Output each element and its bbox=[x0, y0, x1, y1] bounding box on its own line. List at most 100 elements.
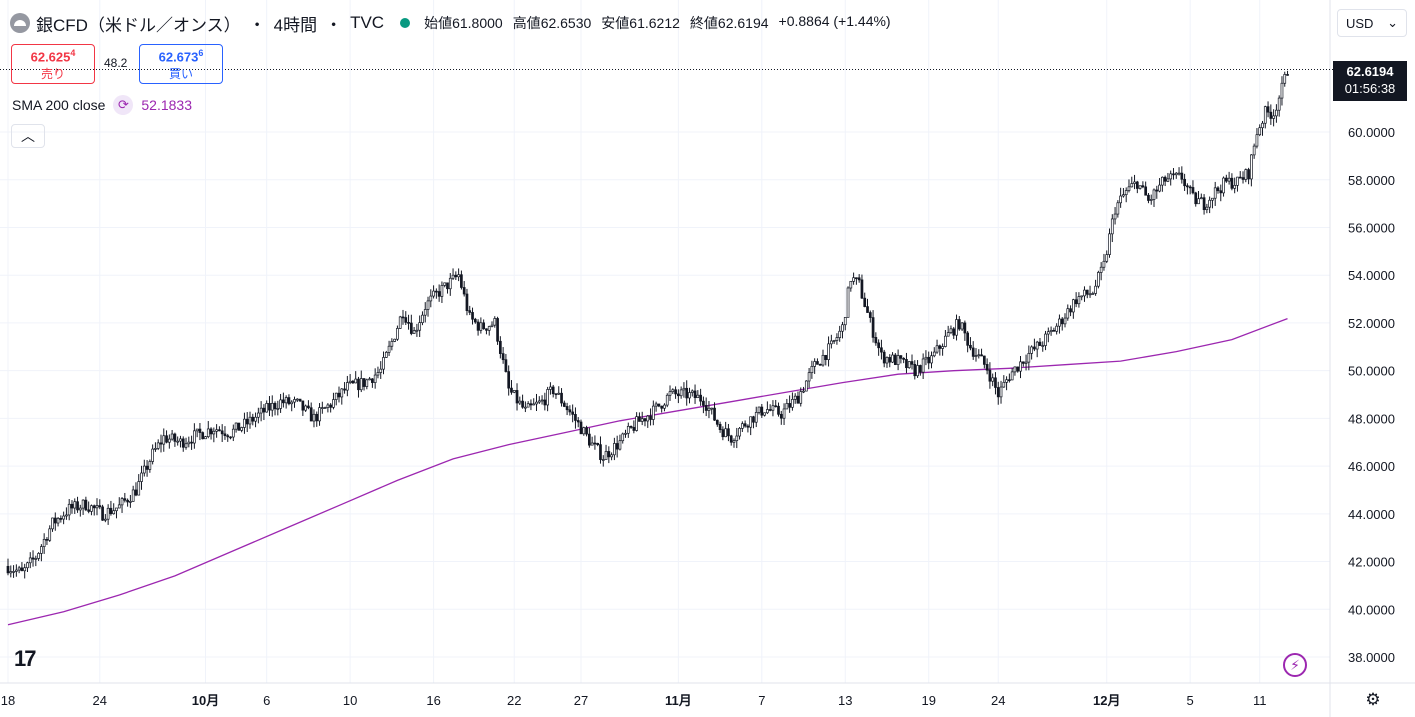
candle-body bbox=[510, 387, 513, 393]
candle bbox=[955, 314, 958, 341]
x-tick-label: 19 bbox=[921, 693, 935, 708]
candle bbox=[1266, 101, 1270, 118]
candle bbox=[23, 563, 27, 579]
candle-body bbox=[326, 404, 330, 408]
candle-body bbox=[707, 407, 711, 411]
candle-body bbox=[885, 357, 889, 364]
candle bbox=[537, 396, 541, 404]
candle bbox=[98, 499, 102, 510]
candle bbox=[593, 435, 597, 450]
candle bbox=[1186, 183, 1189, 195]
settings-icon[interactable]: ⚙ bbox=[1365, 690, 1381, 709]
candle-body bbox=[799, 391, 803, 404]
x-tick-label: 10月 bbox=[192, 693, 219, 708]
candle-body bbox=[1108, 233, 1111, 255]
candle bbox=[371, 378, 374, 388]
candle bbox=[804, 380, 808, 392]
candle-body bbox=[498, 340, 502, 354]
candle bbox=[524, 401, 527, 413]
candle-body bbox=[1241, 177, 1245, 180]
candle-body bbox=[924, 356, 928, 360]
symbol-title[interactable]: 銀CFD（米ドル／オンス） bbox=[36, 15, 241, 35]
candle-body bbox=[462, 287, 466, 295]
y-tick-label: 54.0000 bbox=[1348, 268, 1395, 283]
candle-body bbox=[134, 489, 138, 496]
market-status-dot-icon[interactable] bbox=[400, 18, 411, 28]
candle bbox=[198, 423, 202, 441]
candle bbox=[1080, 295, 1084, 301]
candle-body bbox=[551, 386, 555, 395]
candle bbox=[782, 403, 786, 426]
candle bbox=[1258, 124, 1262, 137]
candle-body bbox=[354, 378, 358, 384]
candle-body bbox=[1286, 74, 1289, 76]
candle-body bbox=[1227, 177, 1231, 182]
candle-body bbox=[1152, 189, 1156, 200]
candle bbox=[1074, 292, 1078, 308]
candle-body bbox=[852, 277, 855, 282]
candle-body bbox=[829, 340, 833, 345]
buy-button[interactable]: 62.6736 買い bbox=[139, 44, 223, 84]
candle-body bbox=[165, 435, 168, 443]
lightning-icon[interactable]: ⚡ bbox=[1283, 653, 1307, 677]
candle-body bbox=[841, 324, 844, 332]
candle bbox=[1088, 285, 1092, 298]
x-tick-label: 11月 bbox=[665, 693, 692, 708]
candle-body bbox=[763, 412, 766, 416]
candle bbox=[1105, 250, 1109, 264]
candle bbox=[204, 435, 207, 440]
sell-button[interactable]: 62.6254 売り bbox=[11, 44, 95, 84]
candle bbox=[1252, 143, 1256, 159]
candle bbox=[1166, 172, 1170, 183]
candle bbox=[849, 280, 853, 292]
indicator-legend[interactable]: SMA 200 close ⟳ 52.1833 bbox=[12, 95, 192, 115]
candle bbox=[771, 400, 775, 417]
candle-body bbox=[1016, 366, 1020, 372]
tradingview-logo-icon[interactable]: 17 bbox=[14, 646, 37, 671]
candle bbox=[95, 498, 99, 516]
candle-body bbox=[980, 354, 983, 357]
candle-body bbox=[913, 363, 917, 377]
candle-body bbox=[1141, 185, 1145, 188]
candle bbox=[120, 497, 124, 513]
candle-body bbox=[537, 400, 541, 403]
candle bbox=[1191, 180, 1195, 195]
candle bbox=[1069, 305, 1072, 317]
candle bbox=[448, 273, 452, 296]
candle-body bbox=[1055, 325, 1059, 332]
candle-body bbox=[195, 428, 199, 432]
candle bbox=[1127, 179, 1131, 193]
indicator-label[interactable]: SMA 200 close bbox=[12, 97, 106, 113]
candle-body bbox=[181, 438, 185, 448]
refresh-icon[interactable]: ⟳ bbox=[113, 95, 134, 115]
candle bbox=[498, 336, 502, 359]
candle-body bbox=[930, 355, 933, 364]
currency-select[interactable]: USD ⌄ bbox=[1337, 9, 1407, 37]
candle bbox=[1113, 207, 1117, 225]
candle-body bbox=[287, 397, 291, 405]
y-tick-label: 58.0000 bbox=[1348, 173, 1395, 188]
candle bbox=[1060, 317, 1064, 331]
candle bbox=[31, 550, 35, 567]
candle bbox=[827, 336, 830, 367]
candle-body bbox=[1211, 197, 1214, 201]
candle-body bbox=[76, 501, 79, 511]
candle bbox=[871, 310, 875, 343]
candle-body bbox=[996, 387, 1000, 398]
collapse-legend-button[interactable]: ︿ bbox=[11, 124, 45, 148]
candle bbox=[640, 411, 644, 426]
candle bbox=[1016, 366, 1020, 373]
candle bbox=[1275, 104, 1278, 123]
candle-body bbox=[159, 442, 163, 445]
candle bbox=[340, 388, 344, 405]
candle bbox=[1147, 193, 1150, 204]
candle bbox=[248, 411, 252, 429]
candle-body bbox=[234, 422, 238, 430]
candle bbox=[17, 565, 21, 574]
candle bbox=[218, 426, 221, 432]
candle bbox=[601, 455, 605, 467]
candle-body bbox=[1119, 195, 1122, 204]
candle bbox=[329, 403, 333, 413]
interval-label[interactable]: 4時間 bbox=[273, 15, 318, 35]
